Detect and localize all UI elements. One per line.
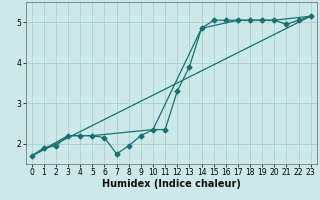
X-axis label: Humidex (Indice chaleur): Humidex (Indice chaleur) [102, 179, 241, 189]
